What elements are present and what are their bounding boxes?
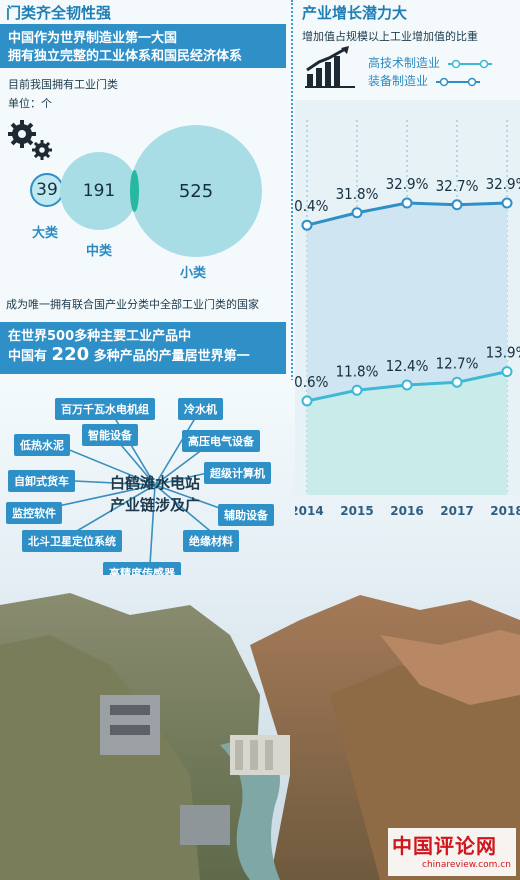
count-medium-category: 191 (82, 181, 116, 201)
point-1-2016 (401, 197, 413, 209)
products-banner-post: 多种产品的产量居世界第一 (93, 349, 250, 364)
tag-beidou: 北斗卫星定位系统 (22, 530, 122, 552)
watermark-box (388, 828, 516, 876)
growth-area-chart: 30.4% 31.8% 32.9% 32.7% 32.9% 10.6% 11.8% 12.4%… (295, 100, 520, 518)
legend-label-equipment: 装备制造业 (368, 74, 429, 88)
hub-center-text: 白鹤滩水电站 产业链涉及广 (95, 472, 215, 516)
hub-center-line-1: 白鹤滩水电站 (109, 474, 200, 492)
area-series-0 (307, 371, 507, 495)
products-banner-line-2: 中国有 220 多种产品的产量居世界第一 (8, 346, 278, 366)
site-logo: 中国评论网 (392, 834, 497, 858)
x-tick-2016: 2016 (390, 504, 423, 518)
tag-hydro-turbine: 百万千瓦水电机组 (55, 398, 155, 420)
unique-country-note: 成为唯一拥有联合国产业分类中全部工业门类的国家 (6, 298, 259, 311)
tag-insulation: 绝缘材料 (183, 530, 239, 552)
count-large-category: 39 (36, 180, 58, 200)
data-label-0-2015: 11.8% (336, 362, 379, 380)
growth-chart-icon (305, 46, 355, 88)
tag-auxiliary-equipment: 辅助设备 (218, 504, 274, 526)
gears-icon (8, 120, 52, 160)
manufacturing-banner: 中国作为世界制造业第一大国 拥有独立完整的工业体系和国民经济体系 (0, 24, 286, 68)
data-label-0-2014: 10.6% (295, 373, 329, 391)
point-0-2018 (501, 366, 513, 378)
point-0-2017 (451, 376, 463, 388)
products-banner-line-1: 在世界500多种主要工业产品中 (8, 329, 192, 344)
point-0-2016 (401, 379, 413, 391)
categories-subtitle: 目前我国拥有工业门类 (8, 78, 118, 91)
circle-small-category: 525 (130, 125, 262, 257)
canyon-landscape (0, 575, 520, 880)
data-label-1-2016: 32.9% (386, 175, 429, 193)
legend-label-hightech: 高技术制造业 (368, 56, 441, 70)
tag-supercomputer: 超级计算机 (204, 462, 271, 484)
point-0-2015 (351, 384, 363, 396)
baihetan-photo (0, 575, 520, 880)
data-label-1-2018: 32.9% (486, 175, 520, 193)
data-label-0-2016: 12.4% (386, 357, 429, 375)
count-small-category: 525 (178, 180, 214, 202)
point-1-2018 (501, 197, 513, 209)
products-banner-pre: 中国有 (8, 349, 48, 364)
data-label-1-2017: 32.7% (436, 177, 479, 195)
legend-item-hightech: 高技术制造业 (368, 54, 492, 71)
data-label-1-2015: 31.8% (336, 185, 379, 203)
point-1-2014 (301, 219, 313, 231)
site-url: chinareview.com.cn (422, 860, 511, 870)
circle-medium-category: 191 (60, 152, 138, 230)
x-tick-2015: 2015 (340, 504, 373, 518)
data-label-0-2018: 13.9% (486, 344, 520, 362)
growth-subtitle: 增加值占规模以上工业增加值的比重 (302, 30, 478, 43)
tag-dump-truck: 自卸式货车 (8, 470, 75, 492)
tag-monitoring-software: 监控软件 (6, 502, 62, 524)
legend-swatch-equipment (435, 77, 480, 86)
point-1-2017 (451, 199, 463, 211)
hub-center-line-2: 产业链涉及广 (109, 496, 200, 514)
x-tick-2014: 2014 (295, 504, 324, 518)
tag-chiller: 冷水机 (178, 398, 223, 420)
label-small-category: 小类 (180, 266, 207, 281)
label-large-category: 大类 (32, 226, 59, 241)
x-tick-2018: 2018 (490, 504, 520, 518)
data-label-1-2014: 30.4% (295, 197, 329, 215)
tag-smart-equipment: 智能设备 (82, 424, 138, 446)
legend-swatch-hightech (447, 59, 492, 68)
legend-item-equipment: 装备制造业 (368, 72, 480, 89)
hub-connector-lines (39, 409, 226, 566)
circle-large-category: 39 (30, 173, 64, 207)
section-title-growth: 产业增长潜力大 (302, 4, 408, 22)
tag-low-heat-cement: 低热水泥 (14, 434, 70, 456)
tag-hv-electrical: 高压电气设备 (182, 430, 260, 452)
banner-line-1: 中国作为世界制造业第一大国 (8, 31, 178, 46)
products-count: 220 (51, 344, 90, 365)
point-1-2015 (351, 207, 363, 219)
x-tick-2017: 2017 (440, 504, 473, 518)
section-title-categories: 门类齐全韧性强 (6, 4, 112, 22)
products-banner: 在世界500多种主要工业产品中 中国有 220 多种产品的产量居世界第一 (0, 322, 286, 374)
banner-line-2: 拥有独立完整的工业体系和国民经济体系 (8, 49, 243, 64)
circle-overlap (130, 170, 139, 212)
unit-label: 单位：个 (8, 97, 52, 110)
section-divider (291, 0, 293, 580)
label-medium-category: 中类 (86, 244, 113, 259)
data-label-0-2017: 12.7% (436, 354, 479, 372)
point-0-2014 (301, 395, 313, 407)
